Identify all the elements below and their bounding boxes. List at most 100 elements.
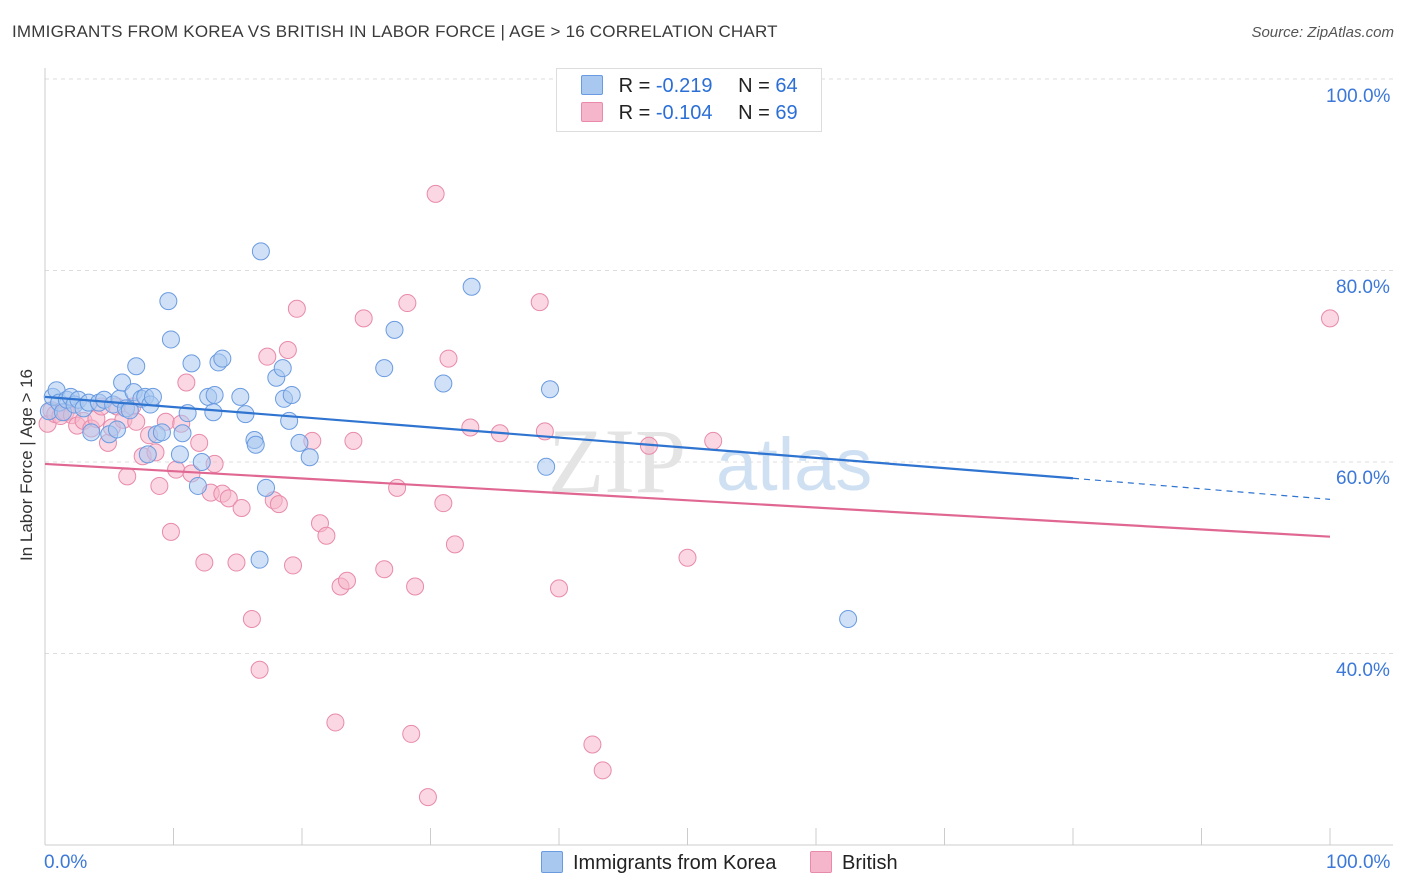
british-point-23 [161, 522, 180, 541]
british-point-33 [219, 489, 238, 508]
korea-point-55 [290, 433, 309, 452]
british-point-26 [177, 373, 196, 392]
korea-point-42 [213, 349, 232, 368]
british-points [38, 184, 1339, 807]
chart-title: IMMIGRANTS FROM KOREA VS BRITISH IN LABO… [12, 22, 778, 41]
british-point-29 [195, 553, 214, 572]
grid-layer [45, 78, 1393, 654]
korea-point-47 [250, 550, 269, 569]
british-point-61 [445, 535, 464, 554]
trend-lines [44, 395, 1331, 538]
x-tick-label-max: 100.0% [1326, 852, 1391, 873]
korea-point-29 [152, 423, 171, 442]
british-point-51 [354, 309, 373, 328]
korea-point-30 [159, 292, 178, 311]
source-credit: Source: ZipAtlas.com [1251, 24, 1394, 41]
watermark-zip: ZIP [548, 410, 686, 512]
y-tick-label-40: 40.0% [1336, 660, 1390, 681]
korea-point-54 [282, 385, 301, 404]
korea-point-62 [541, 380, 560, 399]
correlation-legend: R = -0.219 N = 64 R = -0.104 N = 69 [556, 68, 822, 132]
british-point-34 [227, 553, 246, 572]
legend-row-british: R = -0.104 N = 69 [581, 102, 798, 128]
british-point-24 [167, 460, 186, 479]
korea-point-27 [143, 387, 162, 406]
korea-r-value: -0.219 [655, 75, 713, 97]
bottom-legend-british: British [810, 851, 898, 875]
british-legend-label: British [842, 852, 898, 874]
korea-swatch [581, 75, 603, 95]
korea-point-37 [192, 453, 211, 471]
korea-point-51 [273, 359, 292, 378]
british-swatch [581, 102, 603, 122]
korea-point-20 [120, 401, 139, 420]
korea-point-58 [385, 320, 404, 339]
british-point-28 [190, 433, 209, 452]
british-point-70 [678, 548, 697, 567]
british-point-53 [388, 478, 407, 497]
british-point-52 [375, 560, 394, 579]
british-point-64 [530, 293, 549, 312]
y-tick-label-80: 80.0% [1336, 277, 1390, 298]
y-axis-title-wrap: In Labor Force | Age > 16 [2, 369, 52, 561]
korea-point-11 [82, 423, 101, 442]
korea-point-49 [257, 478, 276, 497]
korea-legend-label: Immigrants from Korea [573, 852, 777, 874]
axes-layer [44, 68, 1393, 846]
british-point-66 [550, 579, 568, 598]
korea-point-60 [462, 277, 481, 296]
british-n-label: N = [738, 102, 776, 124]
y-tick-label-60: 60.0% [1336, 468, 1390, 489]
korea-point-36 [188, 476, 207, 495]
british-point-21 [150, 476, 169, 495]
british-point-36 [242, 610, 261, 629]
korea-point-63 [839, 610, 858, 629]
korea-point-33 [173, 424, 192, 443]
korea-point-57 [375, 359, 394, 378]
bottom-legend-korea: Immigrants from Korea [541, 851, 776, 875]
british-point-47 [326, 713, 345, 732]
y-tick-label-100: 100.0% [1326, 86, 1391, 107]
british-point-35 [232, 498, 251, 517]
korea-point-56 [300, 448, 319, 467]
british-trend-line [44, 462, 1331, 538]
british-point-38 [258, 347, 277, 366]
british-point-54 [398, 294, 417, 313]
korea-n-label: N = [738, 75, 776, 97]
british-point-42 [284, 556, 303, 575]
british-n-value: 69 [775, 102, 798, 124]
korea-trend-extension [1072, 477, 1331, 500]
british-point-43 [287, 299, 306, 318]
british-point-56 [406, 577, 425, 596]
korea-point-18 [113, 373, 132, 392]
korea-point-39 [204, 403, 223, 422]
korea-point-22 [127, 357, 146, 376]
british-point-15 [118, 467, 137, 486]
legend-row-korea: R = -0.219 N = 64 [581, 75, 798, 101]
british-point-50 [344, 431, 363, 450]
british-point-37 [250, 660, 269, 679]
y-axis-title: In Labor Force | Age > 16 [17, 369, 36, 562]
british-point-46 [317, 526, 336, 545]
korea-point-48 [251, 242, 270, 261]
korea-point-32 [170, 445, 189, 464]
korea-point-46 [246, 435, 265, 454]
korea-legend-swatch [541, 851, 563, 873]
british-point-60 [439, 349, 458, 368]
korea-point-61 [537, 457, 556, 476]
british-point-68 [593, 761, 612, 780]
korea-trend-line [44, 395, 1074, 480]
british-point-41 [278, 340, 297, 359]
korea-r-label: R = [618, 75, 656, 97]
korea-n-value: 64 [775, 75, 798, 97]
korea-point-25 [138, 445, 157, 464]
british-point-57 [418, 788, 437, 807]
korea-point-31 [161, 330, 180, 349]
x-tick-label-min: 0.0% [44, 852, 88, 873]
british-point-67 [583, 735, 602, 754]
british-point-72 [1321, 309, 1339, 328]
korea-point-35 [182, 354, 201, 373]
british-point-40 [269, 495, 288, 514]
british-r-value: -0.104 [655, 102, 713, 124]
